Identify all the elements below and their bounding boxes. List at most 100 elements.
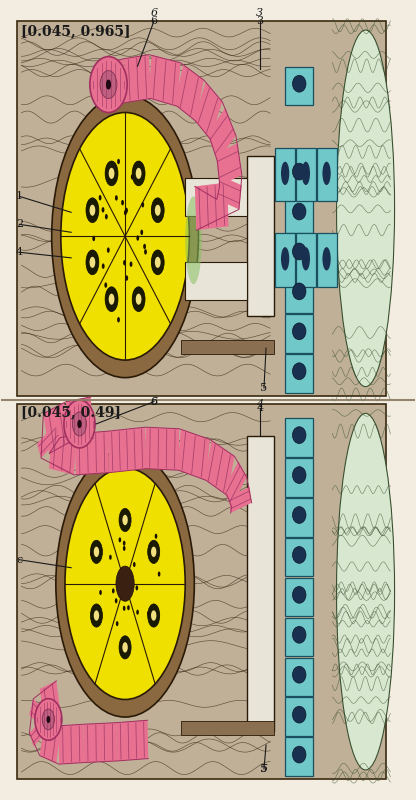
Ellipse shape <box>292 203 306 220</box>
Circle shape <box>117 317 120 322</box>
Circle shape <box>109 294 114 305</box>
Ellipse shape <box>90 57 127 113</box>
Circle shape <box>125 275 128 281</box>
Circle shape <box>136 586 138 590</box>
Circle shape <box>102 207 104 213</box>
Circle shape <box>90 540 102 563</box>
Ellipse shape <box>292 506 306 523</box>
Polygon shape <box>66 397 93 443</box>
Ellipse shape <box>292 626 306 643</box>
Circle shape <box>92 236 95 242</box>
FancyBboxPatch shape <box>185 178 248 216</box>
Ellipse shape <box>292 466 306 483</box>
FancyBboxPatch shape <box>285 618 313 656</box>
Circle shape <box>119 636 131 659</box>
FancyBboxPatch shape <box>17 21 386 396</box>
FancyBboxPatch shape <box>285 418 313 457</box>
Polygon shape <box>75 431 109 475</box>
Polygon shape <box>175 64 204 121</box>
Circle shape <box>97 545 99 550</box>
Text: 3: 3 <box>256 16 263 26</box>
Circle shape <box>105 214 108 219</box>
Polygon shape <box>149 55 181 106</box>
FancyBboxPatch shape <box>181 721 274 735</box>
Ellipse shape <box>281 162 289 185</box>
Circle shape <box>136 294 141 305</box>
Circle shape <box>133 562 136 567</box>
Ellipse shape <box>337 414 394 770</box>
FancyBboxPatch shape <box>285 66 313 106</box>
FancyBboxPatch shape <box>285 658 313 696</box>
Text: 4: 4 <box>256 403 263 413</box>
Circle shape <box>106 79 111 90</box>
Circle shape <box>125 208 128 213</box>
FancyBboxPatch shape <box>285 498 313 537</box>
Ellipse shape <box>292 363 306 380</box>
Circle shape <box>156 202 158 207</box>
FancyBboxPatch shape <box>317 233 337 286</box>
Ellipse shape <box>322 162 331 185</box>
Ellipse shape <box>292 666 306 683</box>
Ellipse shape <box>302 162 310 185</box>
FancyBboxPatch shape <box>248 436 274 731</box>
FancyBboxPatch shape <box>285 538 313 577</box>
Ellipse shape <box>337 30 394 386</box>
Circle shape <box>136 168 141 179</box>
Circle shape <box>144 249 147 254</box>
Circle shape <box>90 604 102 627</box>
Text: [0.045, 0.49]: [0.045, 0.49] <box>22 405 121 419</box>
Ellipse shape <box>292 75 306 92</box>
Circle shape <box>151 610 156 621</box>
Circle shape <box>112 588 115 594</box>
Circle shape <box>151 546 156 557</box>
FancyBboxPatch shape <box>285 578 313 617</box>
Circle shape <box>135 296 138 302</box>
Circle shape <box>123 260 126 266</box>
Polygon shape <box>215 143 242 186</box>
Circle shape <box>104 282 107 288</box>
Ellipse shape <box>100 70 117 98</box>
Circle shape <box>89 257 95 268</box>
Circle shape <box>127 605 130 610</box>
FancyBboxPatch shape <box>285 194 313 233</box>
Circle shape <box>115 598 117 603</box>
Polygon shape <box>29 699 51 732</box>
Text: 4: 4 <box>256 399 263 409</box>
Circle shape <box>132 161 145 186</box>
Text: 6: 6 <box>151 8 158 18</box>
Polygon shape <box>229 487 252 513</box>
Circle shape <box>140 230 143 235</box>
Circle shape <box>158 571 161 577</box>
Circle shape <box>136 610 139 614</box>
Ellipse shape <box>35 698 62 740</box>
Circle shape <box>123 541 126 546</box>
Polygon shape <box>204 440 235 495</box>
Circle shape <box>155 205 161 216</box>
Polygon shape <box>177 429 210 480</box>
Circle shape <box>115 195 118 201</box>
Ellipse shape <box>292 586 306 603</box>
Circle shape <box>119 509 131 531</box>
FancyBboxPatch shape <box>17 404 386 779</box>
Polygon shape <box>40 718 61 763</box>
Circle shape <box>121 200 124 206</box>
Polygon shape <box>83 722 117 762</box>
Circle shape <box>61 113 189 360</box>
Circle shape <box>119 538 121 542</box>
Ellipse shape <box>292 426 306 443</box>
Circle shape <box>90 551 93 557</box>
Circle shape <box>102 263 104 269</box>
Ellipse shape <box>185 196 202 284</box>
Circle shape <box>47 716 50 723</box>
Circle shape <box>94 610 99 621</box>
Circle shape <box>155 534 157 538</box>
Circle shape <box>105 161 118 186</box>
Text: 6: 6 <box>151 397 158 406</box>
FancyBboxPatch shape <box>275 233 295 286</box>
Circle shape <box>109 168 114 179</box>
Text: c: c <box>16 554 22 565</box>
Circle shape <box>123 606 126 611</box>
Circle shape <box>94 546 99 557</box>
Circle shape <box>122 514 128 526</box>
Circle shape <box>151 198 164 222</box>
